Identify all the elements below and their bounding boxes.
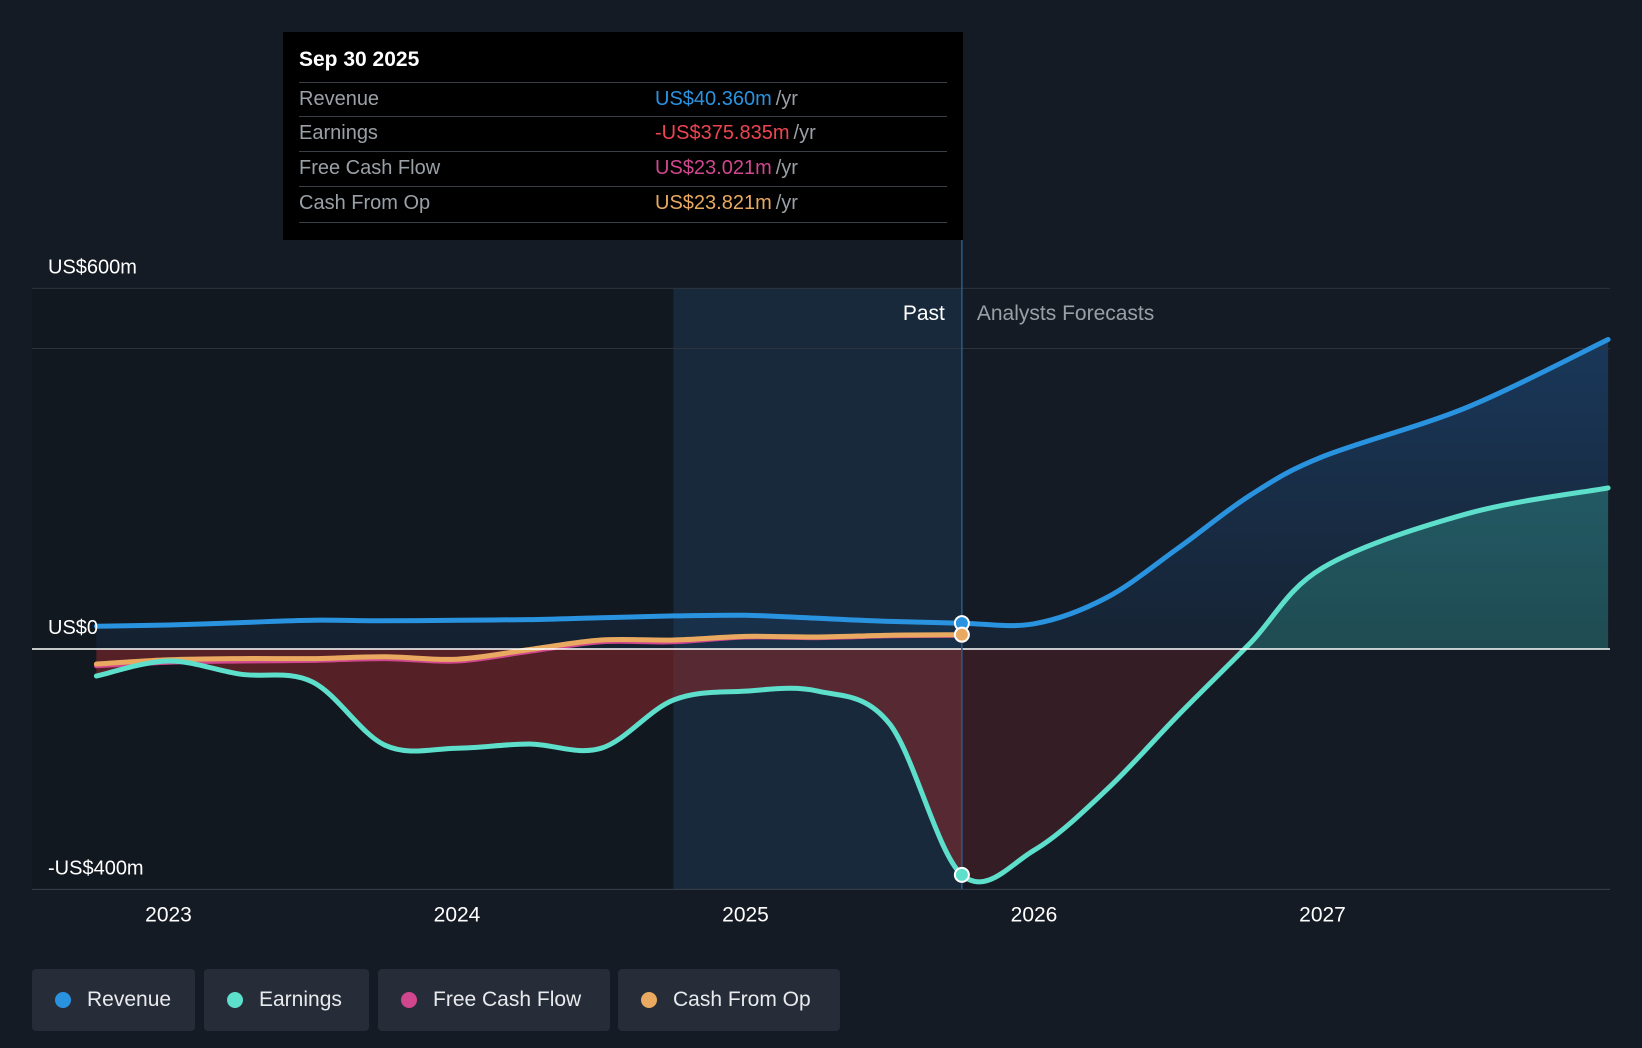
revenue-area <box>96 339 1609 649</box>
tooltip-row-earnings: Earnings -US$375.835m/yr <box>299 116 947 151</box>
legend-item-free-cash-flow[interactable]: Free Cash Flow <box>378 969 610 1031</box>
tooltip-row-free-cash-flow: Free Cash Flow US$23.021m/yr <box>299 151 947 186</box>
tooltip-value: US$40.360m/yr <box>655 88 798 110</box>
x-tick-label: 2027 <box>1299 903 1346 926</box>
tooltip-label: Cash From Op <box>299 192 431 214</box>
y-tick-label: US$0 <box>48 617 98 639</box>
marker-earnings[interactable] <box>953 866 970 883</box>
tooltip-label: Revenue <box>299 88 380 110</box>
tooltip-value: US$23.821m/yr <box>655 192 798 214</box>
legend-item-earnings[interactable]: Earnings <box>204 969 369 1031</box>
series-line-earnings <box>93 485 1611 885</box>
tooltip-label: Free Cash Flow <box>299 157 441 179</box>
earnings-positive-area <box>96 487 1609 649</box>
marker-cash-from-op[interactable] <box>953 626 970 643</box>
tooltip-value: -US$375.835m/yr <box>655 122 816 144</box>
x-tick-label: 2023 <box>145 903 192 926</box>
y-tick-label: US$600m <box>48 256 137 278</box>
tooltip: Sep 30 2025 Revenue US$40.360m/yr Earnin… <box>283 32 963 240</box>
past-label: Past <box>903 302 945 325</box>
legend-dot-icon <box>227 992 243 1008</box>
tooltip-date: Sep 30 2025 <box>299 48 420 71</box>
y-tick-label: -US$400m <box>48 857 144 879</box>
earnings-negative-area <box>96 649 962 875</box>
legend-item-cash-from-op[interactable]: Cash From Op <box>618 969 840 1031</box>
legend-dot-icon <box>55 992 71 1008</box>
tooltip-row-cash-from-op: Cash From Op US$23.821m/yr <box>299 186 947 221</box>
plot-past-region <box>673 288 962 890</box>
series-line-revenue <box>93 337 1611 629</box>
legend-item-revenue[interactable]: Revenue <box>32 969 195 1031</box>
earnings-negative-forecast-area <box>961 649 1609 882</box>
tooltip-label: Earnings <box>299 122 378 144</box>
legend-dot-icon <box>641 992 657 1008</box>
past-shade <box>32 288 674 890</box>
x-tick-label: 2024 <box>434 903 481 926</box>
legend-dot-icon <box>401 992 417 1008</box>
tooltip-row-revenue: Revenue US$40.360m/yr <box>299 82 947 117</box>
tooltip-value: US$23.021m/yr <box>655 157 798 179</box>
x-tick-label: 2025 <box>722 903 769 926</box>
forecast-label: Analysts Forecasts <box>977 302 1154 325</box>
x-tick-label: 2026 <box>1011 903 1058 926</box>
